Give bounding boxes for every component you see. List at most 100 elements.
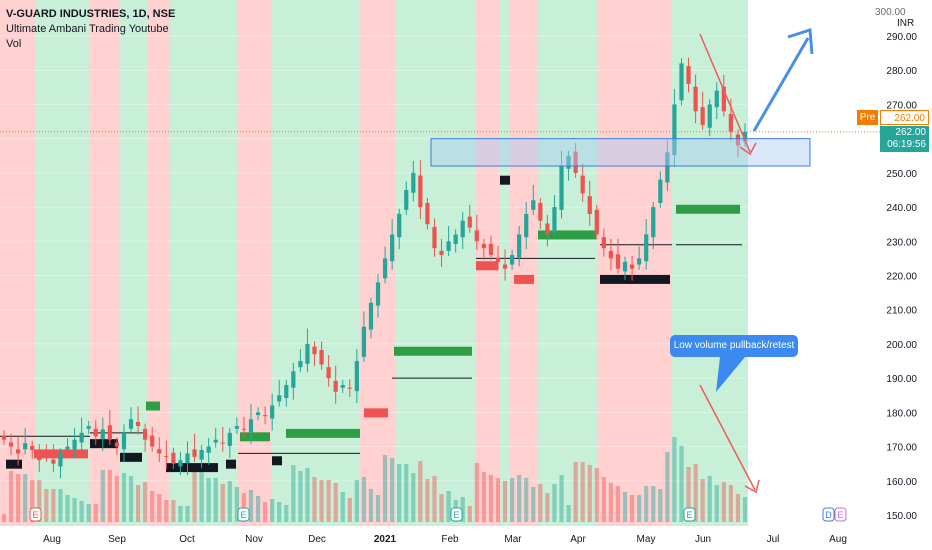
candle-body xyxy=(178,460,183,467)
trend-background-bands xyxy=(0,0,748,550)
annotation-arrows[interactable] xyxy=(699,28,814,494)
volume-bar xyxy=(79,501,84,522)
volume-bar xyxy=(150,491,155,522)
volume-bar xyxy=(220,484,225,522)
currency-label[interactable]: 300.00 INR xyxy=(875,7,914,30)
volume-decline-arrowhead xyxy=(744,479,760,494)
earnings-marker-label: E xyxy=(686,510,692,520)
volume-bar xyxy=(354,480,359,522)
volume-bar xyxy=(298,471,303,522)
volume-bar xyxy=(728,485,734,522)
background-band xyxy=(148,0,170,550)
candle-body xyxy=(446,241,451,251)
candle-body xyxy=(157,449,162,454)
bullish-arrow xyxy=(752,37,810,132)
candle-body xyxy=(495,257,501,262)
candle-body xyxy=(728,114,734,132)
candle-body xyxy=(354,361,359,392)
candle-body xyxy=(700,107,705,125)
volume-bar xyxy=(206,478,211,522)
volume-bar xyxy=(248,490,254,522)
volume-bar xyxy=(601,477,606,522)
candle-body xyxy=(460,220,465,238)
candle-body xyxy=(199,449,204,460)
level-bar xyxy=(166,463,218,473)
candle-body xyxy=(333,380,338,392)
resistance-zone-box[interactable] xyxy=(430,138,811,167)
volume-bar xyxy=(665,452,670,522)
candle-body xyxy=(453,234,458,245)
volume-label[interactable]: Vol xyxy=(6,38,22,50)
annotation-callout[interactable]: Low volume pullback/retest xyxy=(670,335,798,357)
level-bar xyxy=(514,274,534,284)
candle-body xyxy=(559,166,564,210)
candle-body xyxy=(594,209,599,235)
indicator-name[interactable]: Ultimate Ambani Trading Youtube xyxy=(6,23,169,35)
volume-bar xyxy=(545,493,550,522)
candle-body xyxy=(86,426,91,429)
time-tick-label: Apr xyxy=(570,534,586,545)
volume-bar xyxy=(622,492,628,522)
candle-body xyxy=(644,234,649,262)
candle-body xyxy=(439,250,444,255)
level-bar xyxy=(364,408,388,418)
volume-bars xyxy=(1,437,748,522)
candle-body xyxy=(425,202,430,225)
candle-body xyxy=(721,86,726,112)
candle-body xyxy=(58,453,63,467)
time-axis[interactable]: Aug Sep Oct Nov Dec 2021 Feb Mar Apr May Jun Jul Aug xyxy=(0,526,932,550)
candle-body xyxy=(404,189,409,210)
time-tick-label: Oct xyxy=(179,534,195,545)
volume-bar xyxy=(333,483,338,522)
symbol-title[interactable]: V-GUARD INDUSTRIES, 1D, NSE xyxy=(6,8,176,20)
earnings-marker-box xyxy=(29,507,42,522)
candle-body xyxy=(347,387,352,389)
candle-body xyxy=(1,435,7,440)
future-event-marker: E xyxy=(834,507,847,522)
time-tick-label: Aug xyxy=(43,534,61,545)
volume-bar xyxy=(658,489,663,522)
volume-bar xyxy=(143,482,148,522)
candle-body xyxy=(545,223,550,235)
price-tick-label: 250.00 xyxy=(886,169,917,180)
time-tick-label: May xyxy=(637,534,656,545)
candle-body xyxy=(326,367,331,379)
candle-body xyxy=(8,442,14,447)
earnings-marker: E xyxy=(683,507,696,522)
candle-body xyxy=(114,442,120,447)
candle-body xyxy=(474,230,479,242)
earnings-marker: E xyxy=(237,507,250,522)
volume-bar xyxy=(192,472,197,522)
volume-bar xyxy=(552,484,557,522)
volume-bar xyxy=(439,494,444,522)
volume-bar xyxy=(291,465,296,522)
volume-bar xyxy=(262,502,268,522)
candle-body xyxy=(580,175,585,194)
candle-body xyxy=(390,234,395,262)
price-axis[interactable]: 150.00 160.00 170.00 180.00 190.00 200.00 210.… xyxy=(880,0,932,550)
candle-body xyxy=(651,207,656,238)
background-band xyxy=(238,0,272,550)
volume-bar xyxy=(397,464,402,522)
candle-body xyxy=(361,326,367,357)
price-tick-label: 220.00 xyxy=(886,272,917,283)
retest-zone xyxy=(430,138,811,167)
background-band xyxy=(475,0,500,550)
background-band xyxy=(672,0,748,550)
volume-bar xyxy=(51,489,56,522)
volume-bar xyxy=(72,498,77,522)
volume-bar xyxy=(284,505,289,522)
candle-body xyxy=(629,264,635,269)
volume-bar xyxy=(446,491,451,522)
volume-bar xyxy=(114,476,120,522)
future-event-marker: D xyxy=(822,507,835,522)
background-band xyxy=(90,0,120,550)
top-price-label: 300.00 xyxy=(875,7,906,18)
level-bar xyxy=(500,175,510,185)
pullback-arrow xyxy=(699,33,751,153)
last-price-badge: 262.00 06:19:56 xyxy=(880,126,929,152)
time-tick-label: Dec xyxy=(308,534,326,545)
price-tick-label: 180.00 xyxy=(886,408,917,419)
